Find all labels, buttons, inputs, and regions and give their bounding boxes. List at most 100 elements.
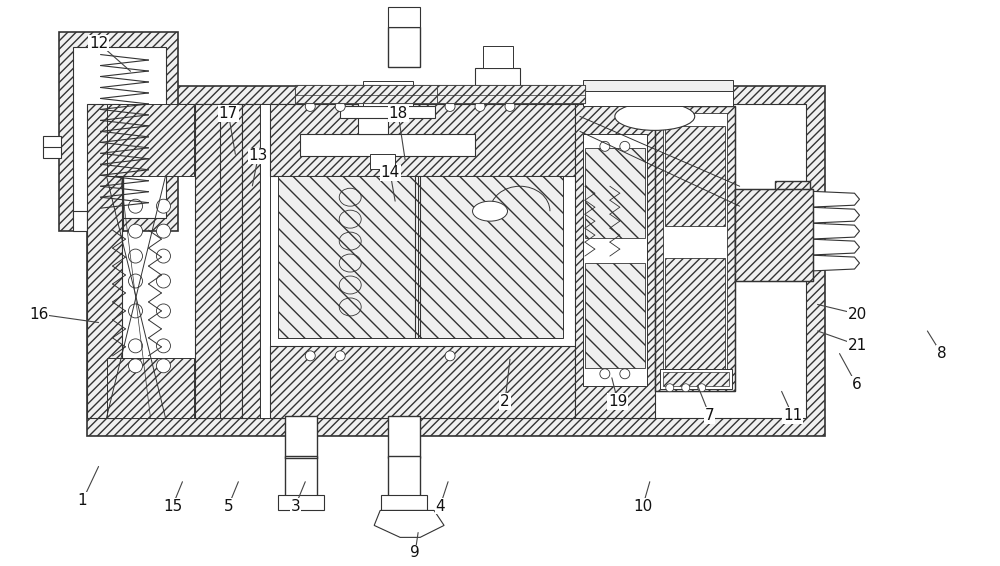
Circle shape bbox=[156, 274, 170, 288]
Bar bbox=[583, 79, 733, 92]
Bar bbox=[735, 189, 813, 281]
Text: 8: 8 bbox=[937, 346, 946, 361]
Bar bbox=[388, 456, 420, 498]
Circle shape bbox=[156, 359, 170, 373]
Circle shape bbox=[129, 224, 142, 238]
Bar bbox=[43, 136, 61, 158]
Circle shape bbox=[600, 142, 610, 151]
Text: 9: 9 bbox=[410, 546, 420, 560]
Bar bbox=[260, 105, 270, 418]
Bar bbox=[295, 85, 585, 104]
Bar bbox=[418, 176, 563, 338]
Bar bbox=[87, 105, 122, 418]
Bar bbox=[388, 7, 420, 27]
Polygon shape bbox=[810, 191, 860, 207]
Circle shape bbox=[620, 369, 630, 379]
Bar bbox=[388, 27, 420, 67]
Bar bbox=[195, 105, 225, 418]
Bar bbox=[483, 46, 513, 67]
Circle shape bbox=[335, 351, 345, 361]
Bar bbox=[73, 46, 166, 218]
Bar bbox=[475, 67, 520, 85]
Bar bbox=[735, 189, 813, 281]
Bar bbox=[665, 126, 725, 226]
Circle shape bbox=[129, 199, 142, 213]
Bar bbox=[665, 258, 725, 376]
Bar bbox=[300, 134, 475, 156]
Bar bbox=[583, 134, 647, 386]
Circle shape bbox=[600, 369, 610, 379]
Text: 17: 17 bbox=[219, 106, 238, 121]
Circle shape bbox=[335, 101, 345, 112]
Polygon shape bbox=[374, 511, 444, 537]
Circle shape bbox=[445, 101, 455, 112]
Circle shape bbox=[475, 101, 485, 112]
Text: 16: 16 bbox=[29, 307, 48, 321]
Text: 18: 18 bbox=[389, 106, 408, 121]
Text: 11: 11 bbox=[783, 408, 802, 423]
Bar bbox=[295, 85, 437, 104]
Text: 7: 7 bbox=[705, 408, 715, 423]
Text: 14: 14 bbox=[381, 165, 400, 181]
Bar bbox=[381, 495, 427, 511]
Bar bbox=[363, 82, 413, 106]
Bar bbox=[437, 85, 585, 104]
Ellipse shape bbox=[473, 201, 507, 221]
Text: 19: 19 bbox=[608, 394, 628, 409]
Bar bbox=[585, 263, 645, 368]
Bar bbox=[575, 105, 655, 418]
Bar bbox=[340, 106, 435, 118]
Bar bbox=[59, 32, 178, 231]
Text: 20: 20 bbox=[848, 307, 867, 321]
Circle shape bbox=[620, 142, 630, 151]
Bar bbox=[107, 105, 194, 176]
Circle shape bbox=[129, 359, 142, 373]
Circle shape bbox=[129, 304, 142, 318]
Polygon shape bbox=[810, 223, 860, 239]
Bar bbox=[655, 106, 735, 391]
Bar bbox=[660, 369, 732, 389]
Circle shape bbox=[682, 384, 690, 392]
Bar bbox=[583, 88, 733, 106]
Bar bbox=[73, 211, 87, 231]
Bar bbox=[585, 148, 645, 238]
Text: 4: 4 bbox=[435, 499, 445, 513]
Circle shape bbox=[305, 351, 315, 361]
Bar bbox=[358, 100, 388, 134]
Bar bbox=[109, 211, 123, 231]
Bar bbox=[87, 87, 825, 436]
Bar bbox=[345, 85, 401, 100]
Text: 10: 10 bbox=[633, 499, 652, 513]
Bar bbox=[107, 105, 806, 418]
Text: 3: 3 bbox=[290, 499, 300, 513]
Text: 2: 2 bbox=[500, 394, 510, 409]
Text: 6: 6 bbox=[852, 377, 861, 392]
Text: 1: 1 bbox=[78, 493, 87, 508]
Circle shape bbox=[156, 304, 170, 318]
Bar bbox=[220, 105, 242, 418]
Bar bbox=[370, 155, 395, 169]
Circle shape bbox=[156, 199, 170, 213]
Polygon shape bbox=[735, 181, 810, 271]
Circle shape bbox=[445, 351, 455, 361]
Bar bbox=[270, 346, 575, 418]
Circle shape bbox=[156, 339, 170, 353]
Bar bbox=[107, 358, 194, 418]
Polygon shape bbox=[810, 207, 860, 223]
Bar bbox=[388, 415, 420, 457]
Polygon shape bbox=[810, 239, 860, 255]
Bar bbox=[278, 495, 324, 511]
Bar bbox=[663, 113, 727, 383]
Bar bbox=[242, 105, 260, 418]
Circle shape bbox=[129, 339, 142, 353]
Circle shape bbox=[305, 101, 315, 112]
Circle shape bbox=[129, 274, 142, 288]
Circle shape bbox=[666, 384, 674, 392]
Text: 12: 12 bbox=[89, 36, 108, 50]
Circle shape bbox=[156, 249, 170, 263]
Circle shape bbox=[698, 384, 706, 392]
Text: 13: 13 bbox=[249, 148, 268, 164]
Bar bbox=[278, 176, 418, 338]
Text: 15: 15 bbox=[163, 499, 182, 513]
Bar bbox=[270, 105, 575, 176]
